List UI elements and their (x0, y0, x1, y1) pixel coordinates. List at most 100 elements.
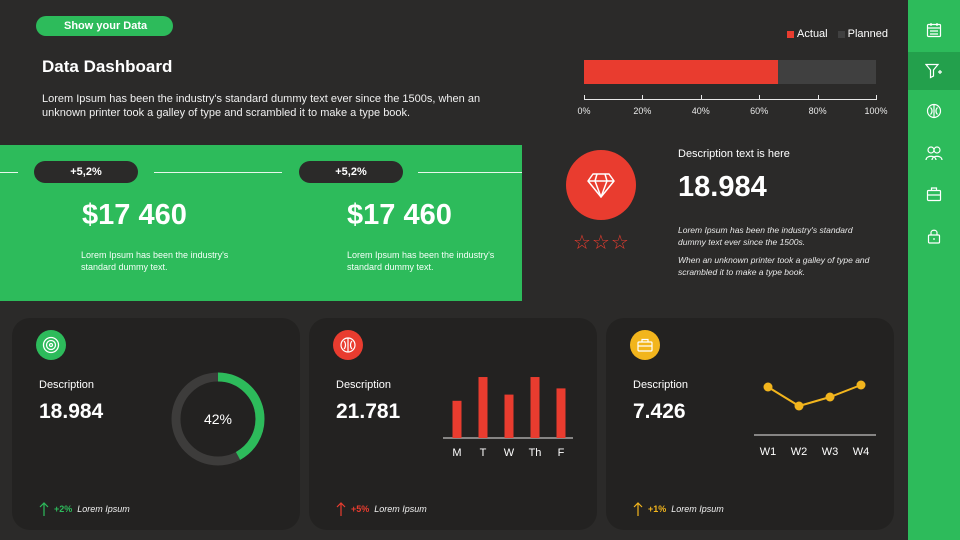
line-point (825, 392, 835, 402)
progress-bar (584, 60, 876, 84)
donut-value-arc (171, 372, 265, 466)
line-point (856, 380, 866, 390)
legend-actual-swatch (787, 30, 795, 38)
sidebar (908, 0, 960, 540)
funnel-icon (925, 63, 942, 79)
stat-amount-2: $17 460 (347, 199, 452, 231)
sidebar-item-brain[interactable] (908, 92, 960, 130)
show-data-button[interactable]: Show your Data (36, 16, 173, 36)
bar-card: Description 21.781 M T W Th F +5% Lorem Ipsu… (309, 318, 597, 530)
donut-label: 42% (204, 411, 232, 427)
arrow-up-icon (633, 502, 643, 516)
summary-value: 18.984 (678, 171, 767, 203)
line-series (767, 384, 862, 408)
briefcase-icon (926, 187, 942, 202)
bar-label: Th (529, 447, 542, 459)
progress-tick (876, 95, 877, 100)
donut-chart: 42% (171, 372, 265, 466)
line-card: Description 7.426 W1 W2 W3 W4 +1% Lorem Ips… (606, 318, 894, 530)
bar-chart: M T W Th F (443, 377, 573, 459)
bar (452, 400, 462, 438)
banner-line-left (0, 172, 18, 173)
calendar-icon (926, 23, 942, 38)
card-value: 21.781 (336, 400, 401, 423)
summary-icon-badge (566, 150, 636, 220)
progress-tick-label: 40% (691, 106, 710, 116)
card-label: Description (336, 379, 392, 391)
brain-icon (926, 103, 942, 119)
brain-icon (340, 337, 356, 353)
target-icon (42, 336, 60, 354)
card-label: Description (633, 379, 689, 391)
line-point (794, 401, 804, 411)
diamond-icon (587, 173, 615, 198)
stat-change-badge-2: +5,2% (299, 161, 403, 183)
line-chart: W1 W2 W3 W4 (754, 380, 876, 458)
card-icon-badge (630, 330, 660, 360)
progress-bar-fill (584, 60, 779, 84)
progress-tick (642, 95, 644, 100)
bar-label: F (558, 447, 565, 459)
card-icon-badge (333, 330, 363, 360)
bar (478, 377, 488, 438)
lock-icon (927, 229, 941, 244)
line-label: W4 (853, 446, 870, 458)
card-label: Description (39, 379, 95, 391)
arrow-up-icon (39, 502, 49, 516)
progress-tick-label: 80% (808, 106, 827, 116)
bar-label: M (452, 447, 461, 459)
rating-stars: ☆☆☆ (573, 232, 630, 254)
bar (556, 388, 566, 438)
bar-label: T (480, 447, 487, 459)
progress-tick (584, 95, 585, 100)
sidebar-item-funnel[interactable] (908, 52, 960, 90)
page-description: Lorem Ipsum has been the industry's stan… (42, 93, 481, 119)
progress-legend: Actual Planned (787, 28, 888, 40)
progress-tick-label: 60% (750, 106, 769, 116)
progress-axis (584, 99, 876, 100)
page-title: Data Dashboard (42, 57, 173, 76)
card-trend: +2% Lorem Ipsum (39, 501, 130, 517)
trend-percent: +2% (54, 504, 73, 514)
legend-actual-label: Actual (797, 28, 828, 40)
bar (504, 394, 514, 438)
line-point (763, 382, 773, 392)
progress-tick (817, 95, 819, 100)
trend-text: Lorem Ipsum (374, 504, 427, 514)
progress-tick (759, 95, 761, 100)
stat-note-1: Lorem Ipsum has been the industry's stan… (81, 250, 229, 272)
trend-text: Lorem Ipsum (671, 504, 724, 514)
trend-percent: +5% (351, 504, 370, 514)
banner-line-right (418, 172, 522, 173)
sidebar-item-people[interactable] (908, 134, 960, 172)
sidebar-item-lock[interactable] (908, 217, 960, 255)
legend-planned: Planned (837, 28, 888, 40)
progress-tick-label: 0% (577, 106, 591, 116)
summary-note-1: Lorem Ipsum has been the industry's stan… (678, 225, 853, 247)
sidebar-item-calendar[interactable] (908, 11, 960, 49)
line-label: W2 (791, 446, 808, 458)
stat-note-2: Lorem Ipsum has been the industry's stan… (347, 250, 495, 272)
summary-note-2: When an unknown printer took a galley of… (678, 255, 870, 277)
line-label: W3 (822, 446, 839, 458)
trend-text: Lorem Ipsum (77, 504, 130, 514)
stat-change-badge-1: +5,2% (34, 161, 138, 183)
sidebar-item-briefcase[interactable] (908, 175, 960, 213)
people-icon (925, 146, 943, 161)
bar-label: W (504, 447, 515, 459)
card-value: 18.984 (39, 400, 104, 423)
legend-actual: Actual (787, 28, 828, 40)
trend-percent: +1% (648, 504, 667, 514)
arrow-up-icon (336, 502, 346, 516)
bar (530, 377, 540, 438)
progress-tick-label: 100% (864, 106, 888, 116)
card-trend: +1% Lorem Ipsum (633, 501, 724, 517)
card-value: 7.426 (633, 400, 686, 423)
progress-tick-label: 20% (633, 106, 652, 116)
banner-line-middle (154, 172, 282, 173)
summary-label: Description text is here (678, 148, 790, 160)
progress-tick (700, 95, 702, 100)
card-icon-badge (36, 330, 66, 360)
legend-planned-label: Planned (847, 28, 888, 40)
stat-amount-1: $17 460 (82, 199, 187, 231)
